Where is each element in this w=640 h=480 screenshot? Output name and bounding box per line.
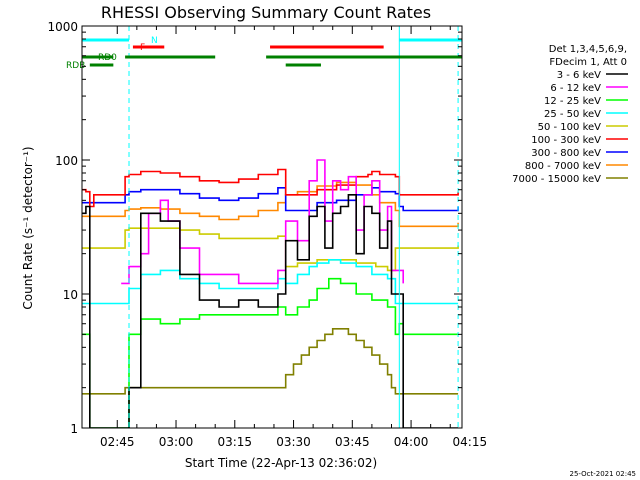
legend-entry: 300 - 800 keV <box>531 148 601 159</box>
status-bars: NF RD0 RDB <box>66 36 462 71</box>
y-tick-label: 1000 <box>47 20 78 34</box>
time-markers <box>128 26 459 428</box>
x-tick-label: 03:00 <box>159 435 194 449</box>
legend-entry: 7000 - 15000 keV <box>512 174 601 185</box>
x-tick-label: 04:15 <box>453 435 488 449</box>
legend-header-line: FDecim 1, Att 0 <box>549 57 627 68</box>
x-axis-ticks: 02:45 03:00 03:15 03:30 03:45 04:00 04:15 <box>100 26 487 449</box>
y-tick-label: 10 <box>63 288 78 302</box>
series-trace-0 <box>82 194 459 428</box>
x-tick-label: 02:45 <box>100 435 135 449</box>
y-axis-label: Count Rate (s⁻¹ detector⁻¹) <box>21 146 35 309</box>
legend: Det 1,3,4,5,6,9, FDecim 1, Att 0 3 - 6 keV… <box>512 44 628 185</box>
legend-entry: 50 - 100 keV <box>538 122 602 133</box>
x-axis-label: Start Time (22-Apr-13 02:36:02) <box>185 456 377 470</box>
chart-title: RHESSI Observing Summary Count Rates <box>101 3 431 22</box>
y-tick-label: 100 <box>55 154 78 168</box>
status-bar-label-rd0: RD0 <box>98 53 117 63</box>
legend-entry: 100 - 300 keV <box>531 135 601 146</box>
legend-entry: 800 - 7000 keV <box>525 161 601 172</box>
timestamp: 25-Oct-2021 02:45 <box>570 470 636 478</box>
legend-entry: 3 - 6 keV <box>557 70 601 81</box>
series-traces <box>82 159 459 428</box>
x-tick-label: 03:15 <box>217 435 252 449</box>
series-trace-4 <box>82 227 459 272</box>
status-bar-label-n: N <box>151 36 158 46</box>
status-bar-label-rdb: RDB <box>66 61 85 71</box>
y-tick-label: 1 <box>70 422 78 436</box>
legend-header-line: Det 1,3,4,5,6,9, <box>549 44 627 55</box>
x-tick-label: 03:30 <box>276 435 311 449</box>
status-bar-label-f: F <box>140 43 145 53</box>
legend-entry: 6 - 12 keV <box>550 83 601 94</box>
legend-entry: 12 - 25 keV <box>544 96 601 107</box>
plot-frame <box>81 25 463 429</box>
x-tick-label: 03:45 <box>335 435 370 449</box>
y-axis-ticks: 1 10 100 1000 <box>47 20 462 436</box>
series-trace-5 <box>82 168 459 208</box>
series-trace-8 <box>82 328 459 395</box>
x-tick-label: 04:00 <box>394 435 429 449</box>
series-trace-6 <box>82 187 459 212</box>
legend-entry: 25 - 50 keV <box>544 109 601 120</box>
